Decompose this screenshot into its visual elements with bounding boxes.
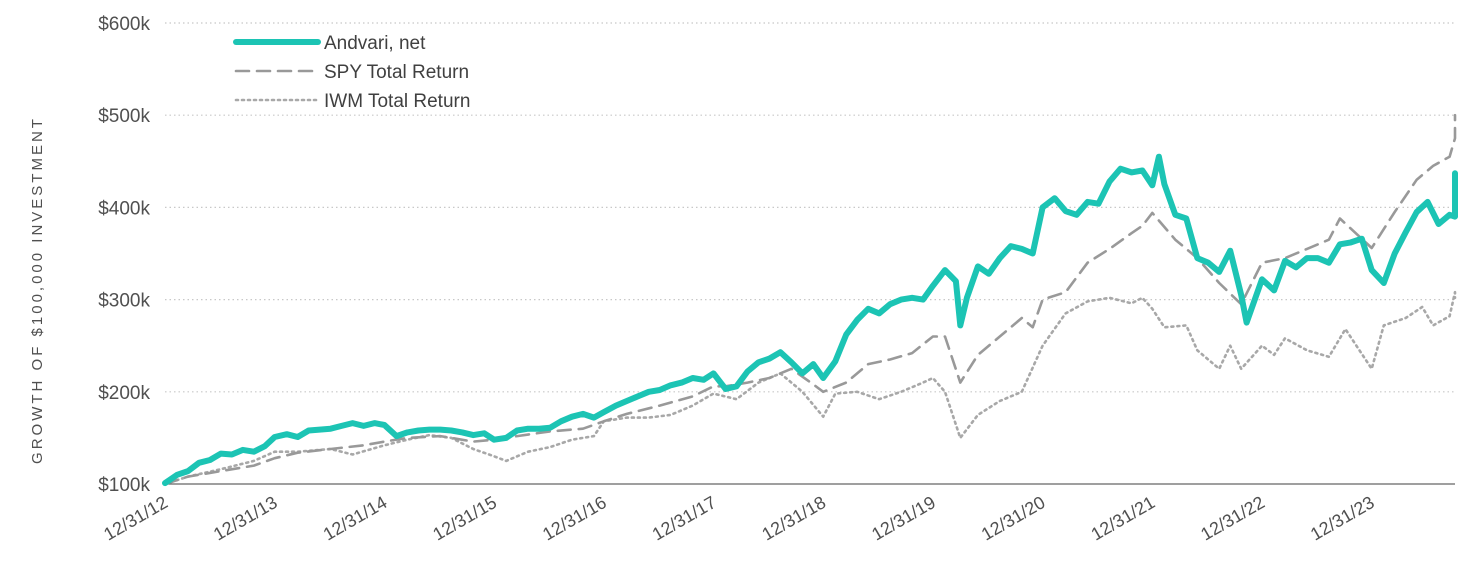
x-tick-label: 12/31/17 [649, 492, 720, 544]
legend-label: Andvari, net [324, 33, 426, 54]
legend-label: SPY Total Return [324, 62, 469, 83]
y-axis-tick-labels: $100k $200k $300k $400k $500k $600k [98, 14, 150, 496]
y-tick-label: $300k [98, 291, 150, 312]
y-tick-label: $600k [98, 14, 150, 35]
legend-label: IWM Total Return [324, 91, 470, 112]
x-tick-label: 12/31/18 [759, 492, 830, 544]
x-tick-label: 12/31/13 [210, 492, 281, 544]
series-line-andvari-net [162, 153, 1458, 487]
gridlines [165, 22, 1455, 393]
x-axis-tick-labels: 12/31/12 12/31/13 12/31/14 12/31/15 12/31/16… [100, 492, 1377, 544]
x-tick-label: 12/31/14 [320, 492, 391, 544]
x-tick-label: 12/31/23 [1307, 492, 1378, 544]
series-lines [162, 113, 1458, 487]
y-tick-label: $200k [98, 383, 150, 404]
x-tick-label: 12/31/16 [539, 492, 610, 544]
legend: Andvari, net SPY Total Return IWM Total Re… [233, 33, 470, 112]
series-line-spy-total-return [163, 113, 1457, 486]
x-tick-label: 12/31/15 [429, 492, 500, 544]
y-tick-label: $500k [98, 106, 150, 127]
x-tick-label: 12/31/12 [100, 492, 171, 544]
x-tick-label: 12/31/20 [978, 492, 1049, 544]
x-tick-label: 12/31/19 [868, 492, 939, 544]
y-axis-title: GROWTH OF $100,000 INVESTMENT [29, 116, 46, 464]
series-line-iwm-total-return [163, 290, 1457, 486]
x-tick-label: 12/31/21 [1088, 492, 1159, 544]
y-tick-label: $100k [98, 475, 150, 496]
y-tick-label: $400k [98, 198, 150, 219]
x-tick-label: 12/31/22 [1197, 492, 1268, 544]
